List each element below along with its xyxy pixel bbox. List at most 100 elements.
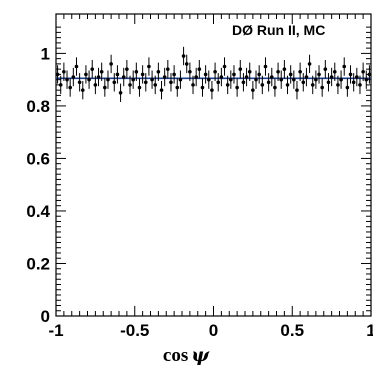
point-marker xyxy=(99,69,104,74)
data-point xyxy=(169,73,173,92)
data-point xyxy=(358,75,362,95)
point-marker xyxy=(93,83,98,87)
point-marker xyxy=(118,90,123,95)
point-marker xyxy=(166,67,170,71)
point-marker xyxy=(364,77,369,82)
data-point xyxy=(140,65,145,84)
point-marker xyxy=(210,88,214,92)
data-point xyxy=(310,75,315,95)
data-point xyxy=(96,67,101,87)
x-tick-labels: -1 -0.5 0 0.5 1 xyxy=(48,321,373,340)
point-marker xyxy=(298,69,302,74)
data-point xyxy=(191,75,195,95)
point-marker xyxy=(140,72,145,77)
data-point xyxy=(345,78,350,97)
data-point xyxy=(112,73,117,92)
point-marker xyxy=(276,69,280,74)
point-marker xyxy=(254,77,258,82)
data-point xyxy=(329,67,334,87)
data-point xyxy=(137,78,142,97)
data-point xyxy=(266,73,271,92)
data-point xyxy=(285,75,290,95)
point-marker xyxy=(156,69,161,74)
data-point xyxy=(241,73,246,92)
data-point xyxy=(58,75,63,95)
point-marker xyxy=(266,80,271,85)
data-point xyxy=(93,75,98,95)
y-tick-label: 0.2 xyxy=(26,254,50,273)
point-marker xyxy=(323,67,328,71)
data-point xyxy=(213,62,217,81)
data-point xyxy=(210,80,214,100)
point-marker xyxy=(351,80,356,85)
data-point xyxy=(206,70,211,89)
point-marker xyxy=(339,77,343,82)
data-point xyxy=(235,78,239,97)
point-marker xyxy=(301,80,306,85)
point-marker xyxy=(326,80,331,85)
data-point xyxy=(232,65,236,84)
point-marker xyxy=(68,85,72,90)
point-marker xyxy=(184,62,189,66)
data-point xyxy=(77,73,82,92)
point-marker xyxy=(257,72,261,77)
data-point xyxy=(106,70,110,89)
y-tick-label: 0.4 xyxy=(26,202,50,221)
data-point xyxy=(65,70,69,89)
data-point xyxy=(153,75,158,95)
x-axis-title-symbol: ψ xyxy=(191,344,210,366)
data-point xyxy=(263,57,268,76)
data-point xyxy=(361,62,365,81)
point-marker xyxy=(317,72,321,77)
data-point xyxy=(260,75,265,95)
point-marker xyxy=(307,62,312,66)
x-axis-title-text: cos xyxy=(163,345,188,366)
point-marker xyxy=(175,85,180,90)
data-point xyxy=(143,73,148,92)
data-point xyxy=(276,62,280,81)
point-marker xyxy=(206,77,211,82)
data-point xyxy=(219,67,224,87)
data-point xyxy=(269,67,274,87)
point-marker xyxy=(103,85,107,90)
x-tick-label: 1 xyxy=(366,321,373,340)
x-tick-label: 0 xyxy=(209,321,218,340)
data-point xyxy=(71,67,76,87)
data-point xyxy=(244,67,249,87)
point-marker xyxy=(310,83,315,87)
point-marker xyxy=(191,83,195,87)
data-point xyxy=(254,70,258,89)
data-point xyxy=(273,78,277,97)
point-marker xyxy=(336,83,340,87)
data-point xyxy=(304,67,309,87)
data-point xyxy=(194,67,198,87)
data-point xyxy=(150,70,154,89)
data-point xyxy=(229,70,233,89)
point-marker xyxy=(285,83,290,87)
point-marker xyxy=(112,80,117,85)
data-point xyxy=(367,65,372,84)
point-marker xyxy=(150,77,154,82)
point-marker xyxy=(279,77,284,82)
point-marker xyxy=(96,75,101,79)
data-point xyxy=(166,59,170,79)
point-marker xyxy=(320,85,324,90)
point-marker xyxy=(292,77,296,82)
data-point xyxy=(125,59,129,79)
data-point xyxy=(184,54,189,74)
data-point xyxy=(162,67,167,87)
point-marker xyxy=(131,77,135,82)
data-point xyxy=(339,70,343,89)
point-marker xyxy=(332,69,337,74)
data-point xyxy=(115,65,120,84)
data-point xyxy=(222,57,227,76)
axis-ticks xyxy=(55,14,372,317)
point-marker xyxy=(244,75,249,79)
point-marker xyxy=(137,85,142,90)
point-marker xyxy=(128,83,132,87)
point-marker xyxy=(65,77,69,82)
data-point xyxy=(351,73,356,92)
point-marker xyxy=(225,83,230,87)
point-marker xyxy=(213,69,217,74)
point-marker xyxy=(55,72,60,77)
